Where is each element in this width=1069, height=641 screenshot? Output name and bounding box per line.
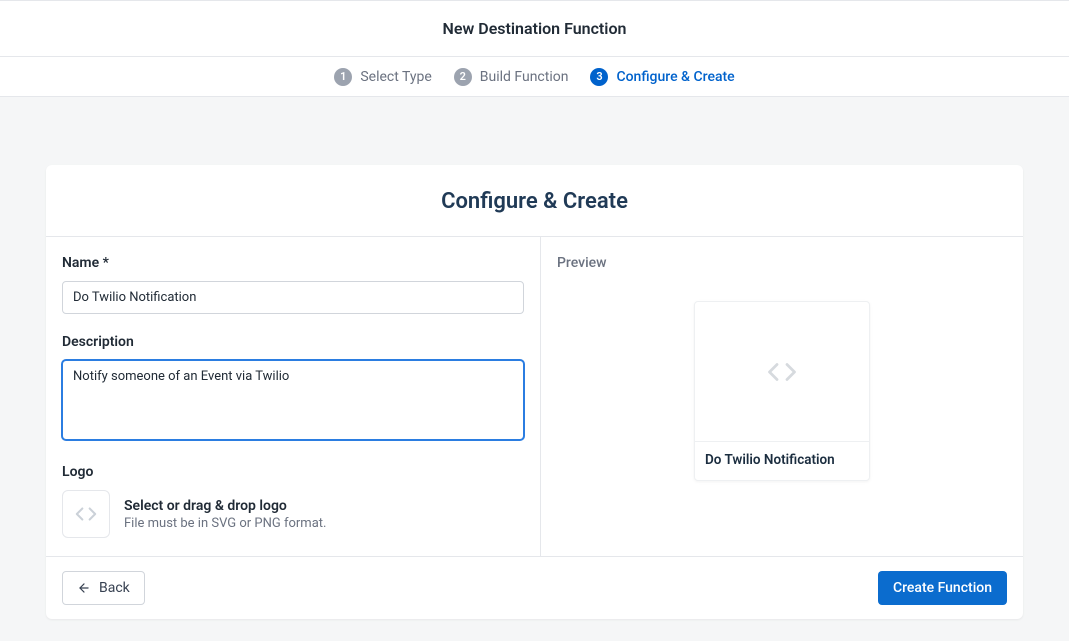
- back-button[interactable]: Back: [62, 571, 145, 605]
- page-title: New Destination Function: [443, 19, 627, 38]
- name-field-group: Name *: [62, 255, 524, 314]
- preview-column: Preview Do Twilio Notification: [541, 237, 1023, 556]
- name-input[interactable]: [62, 281, 524, 314]
- back-label: Back: [99, 580, 130, 596]
- description-label: Description: [62, 334, 524, 350]
- logo-placeholder-icon: [62, 490, 110, 538]
- step-build-function[interactable]: 2 Build Function: [454, 68, 569, 86]
- step-configure-create[interactable]: 3 Configure & Create: [590, 68, 734, 86]
- preview-name: Do Twilio Notification: [695, 442, 869, 480]
- code-icon: [75, 503, 97, 525]
- step-badge: 2: [454, 68, 472, 86]
- card-body: Name * Description Logo Select or drag &: [46, 236, 1023, 556]
- page-header: New Destination Function: [0, 0, 1069, 57]
- arrow-left-icon: [77, 581, 91, 595]
- logo-field-group: Logo Select or drag & drop logo File mus…: [62, 464, 524, 538]
- preview-card: Do Twilio Notification: [694, 301, 870, 481]
- content: Configure & Create Name * Description Lo…: [0, 97, 1069, 619]
- step-badge: 3: [590, 68, 608, 86]
- card-title: Configure & Create: [46, 165, 1023, 236]
- logo-text: Select or drag & drop logo File must be …: [124, 498, 326, 531]
- step-badge: 1: [334, 68, 352, 86]
- card-footer: Back Create Function: [46, 556, 1023, 619]
- logo-text-sub: File must be in SVG or PNG format.: [124, 516, 326, 531]
- description-field-group: Description: [62, 334, 524, 444]
- logo-label: Logo: [62, 464, 524, 480]
- logo-text-main: Select or drag & drop logo: [124, 498, 326, 514]
- preview-thumb: [695, 302, 869, 442]
- form-column: Name * Description Logo Select or drag &: [46, 237, 541, 556]
- preview-label: Preview: [557, 255, 1007, 271]
- step-label: Configure & Create: [616, 69, 734, 85]
- step-label: Build Function: [480, 69, 569, 85]
- logo-dropzone[interactable]: Select or drag & drop logo File must be …: [62, 490, 524, 538]
- description-input[interactable]: [62, 360, 524, 440]
- step-label: Select Type: [360, 69, 431, 85]
- configure-card: Configure & Create Name * Description Lo…: [46, 165, 1023, 619]
- step-select-type[interactable]: 1 Select Type: [334, 68, 431, 86]
- code-icon: [767, 357, 797, 387]
- name-label: Name *: [62, 255, 524, 271]
- stepper: 1 Select Type 2 Build Function 3 Configu…: [0, 57, 1069, 97]
- create-label: Create Function: [893, 580, 992, 596]
- create-function-button[interactable]: Create Function: [878, 571, 1007, 605]
